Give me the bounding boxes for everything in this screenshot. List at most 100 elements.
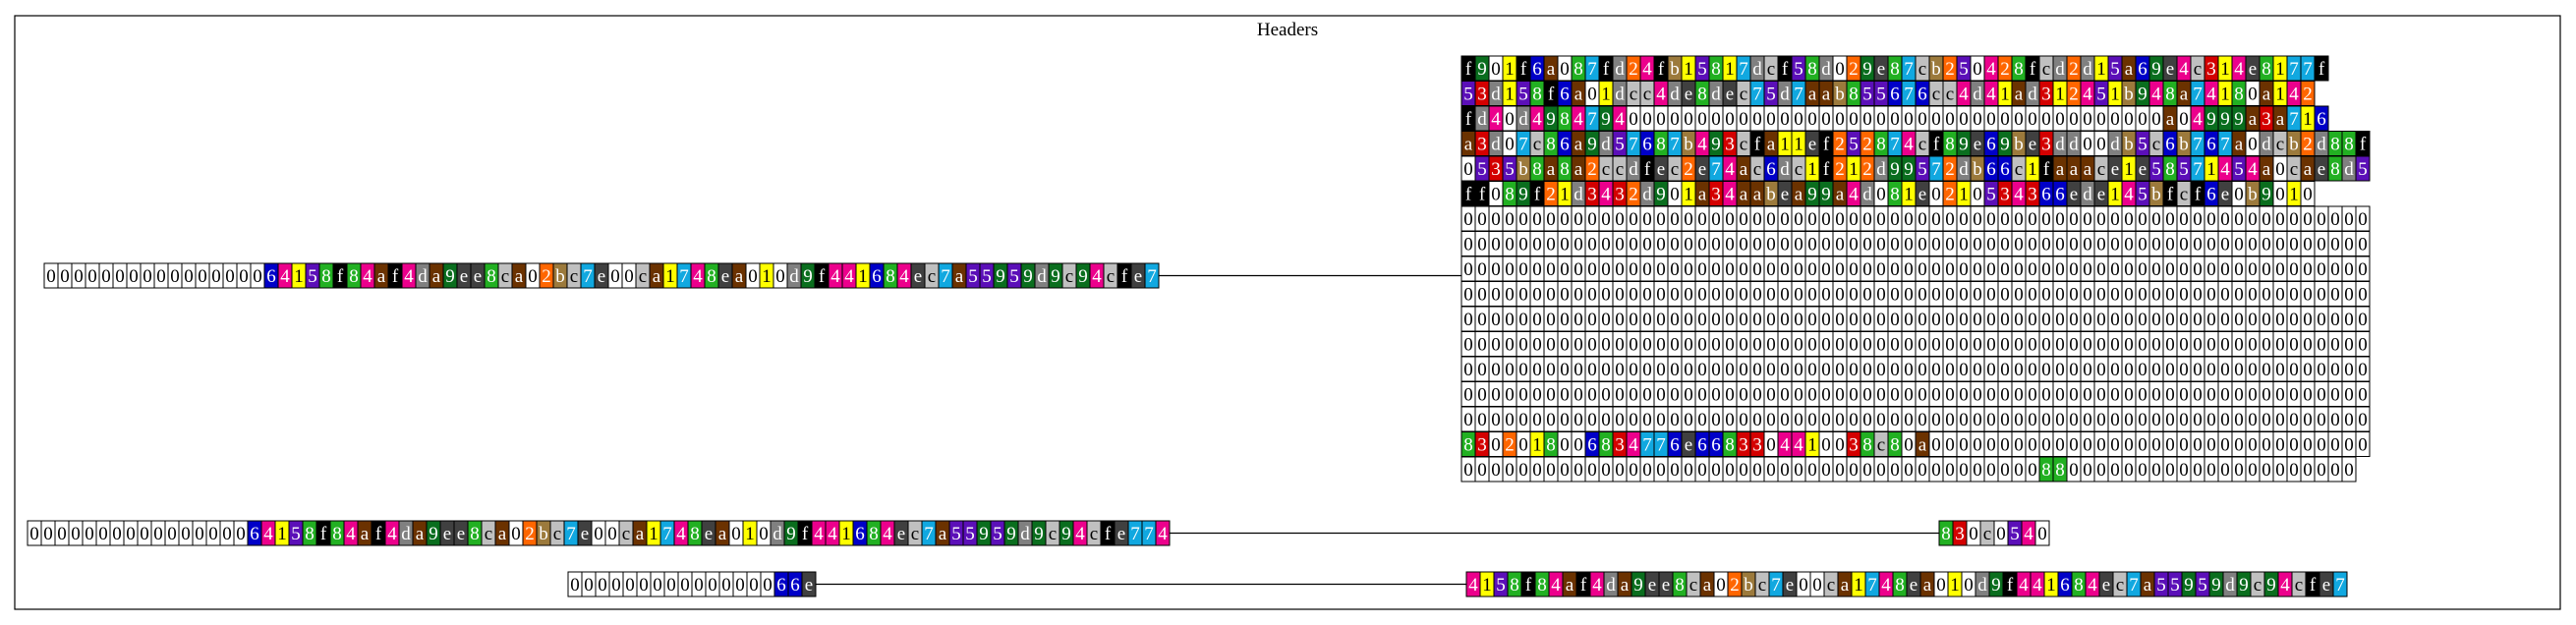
- cell-digit: 9: [2220, 109, 2230, 130]
- cell-digit: d: [789, 266, 799, 287]
- cell-digit: 0: [1752, 209, 1762, 230]
- cell-digit: 0: [511, 524, 521, 544]
- cell-digit: c: [2290, 159, 2298, 180]
- cell-digit: c: [2254, 575, 2261, 596]
- cell-digit: 0: [2165, 335, 2175, 356]
- cell-digit: 0: [2248, 135, 2258, 155]
- cell-digit: 0: [1697, 360, 1707, 380]
- cell-digit: d: [1780, 159, 1790, 180]
- cell-digit: 0: [2000, 285, 2010, 306]
- cell-digit: 0: [2014, 335, 2024, 356]
- cell-digit: 0: [2275, 435, 2285, 456]
- cell-digit: 0: [1945, 235, 1955, 256]
- cell-digit: a: [2235, 135, 2244, 155]
- cell-digit: 0: [1766, 235, 1776, 256]
- cell-digit: 0: [1904, 259, 1914, 280]
- cell-digit: a: [1574, 135, 1583, 155]
- cell-digit: 0: [1794, 410, 1803, 430]
- cell-digit: 0: [1656, 360, 1666, 380]
- cell-digit: d: [2261, 135, 2271, 155]
- cell-digit: f: [2195, 185, 2202, 205]
- cell-digit: 0: [1505, 209, 1515, 230]
- cell-digit: 7: [583, 266, 593, 287]
- cell-digit: 0: [1670, 235, 1680, 256]
- cell-digit: 1: [1725, 59, 1735, 80]
- cell-digit: c: [2015, 159, 2023, 180]
- cell-digit: 6: [2055, 185, 2065, 205]
- cell-digit: 8: [1601, 435, 1611, 456]
- cell-digit: 0: [1890, 259, 1900, 280]
- cell-digit: 6: [1986, 159, 1996, 180]
- cell-digit: 5: [1862, 85, 1872, 105]
- cell-digit: 0: [2028, 360, 2037, 380]
- cell-digit: 4: [1092, 266, 1102, 287]
- cell-digit: 0: [2000, 410, 2010, 430]
- cell-digit: 0: [2110, 109, 2120, 130]
- cell-digit: 8: [1876, 135, 1886, 155]
- cell-digit: a: [2125, 59, 2134, 80]
- cell-digit: 0: [46, 266, 56, 287]
- cell-digit: 0: [2037, 524, 2047, 544]
- cell-digit: 0: [2275, 360, 2285, 380]
- cell-digit: 0: [2110, 360, 2120, 380]
- cell-digit: 0: [1725, 310, 1735, 330]
- cell-digit: 8: [690, 524, 700, 544]
- cell-digit: c: [1090, 524, 1098, 544]
- cell-digit: 0: [1477, 460, 1487, 481]
- cell-digit: 8: [1890, 435, 1900, 456]
- cell-digit: 0: [1904, 360, 1914, 380]
- cell-digit: c: [1918, 135, 1926, 155]
- cell-digit: 0: [1532, 360, 1542, 380]
- cell-digit: 0: [2138, 209, 2147, 230]
- cell-digit: 3: [1711, 185, 1721, 205]
- cell-digit: 4: [1551, 575, 1561, 596]
- cell-digit: 0: [1505, 335, 1515, 356]
- cell-digit: 3: [1491, 159, 1501, 180]
- cell-digit: 4: [1881, 575, 1891, 596]
- cell-digit: 0: [1656, 209, 1666, 230]
- cell-digit: 9: [1633, 575, 1643, 596]
- cell-digit: 0: [2083, 460, 2092, 481]
- cell-digit: 0: [2124, 335, 2134, 356]
- cell-digit: 6: [776, 575, 786, 596]
- cell-digit: e: [2221, 185, 2229, 205]
- cell-digit: 5: [1463, 85, 1473, 105]
- cell-digit: 0: [1546, 335, 1556, 356]
- cell-digit: 0: [1505, 385, 1515, 406]
- cell-digit: d: [2069, 135, 2079, 155]
- cell-digit: 1: [2289, 185, 2299, 205]
- cell-digit: 1: [2275, 85, 2285, 105]
- cell-digit: 0: [1739, 209, 1748, 230]
- cell-digit: 6: [1986, 135, 1996, 155]
- cell-digit: 0: [2028, 285, 2037, 306]
- cell-digit: 0: [1752, 460, 1762, 481]
- cell-digit: 0: [2179, 235, 2189, 256]
- cell-digit: 0: [1574, 360, 1583, 380]
- cell-digit: 0: [1725, 285, 1735, 306]
- cell-digit: 0: [1518, 310, 1528, 330]
- cell-digit: 4: [1780, 435, 1790, 456]
- cell-digit: f: [819, 266, 826, 287]
- cell-digit: 0: [1463, 335, 1473, 356]
- cell-digit: 8: [1505, 185, 1515, 205]
- cell-digit: 0: [1862, 285, 1872, 306]
- cell-digit: f: [2167, 185, 2174, 205]
- cell-digit: 1: [841, 524, 851, 544]
- cell-digit: 0: [1739, 360, 1748, 380]
- cell-digit: 0: [1587, 310, 1597, 330]
- cell-digit: 0: [1821, 360, 1831, 380]
- cell-digit: d: [1959, 159, 1969, 180]
- cell-digit: 0: [2014, 435, 2024, 456]
- cell-digit: 3: [1615, 185, 1625, 205]
- cell-digit: 0: [1546, 385, 1556, 406]
- cell-digit: e: [581, 524, 589, 544]
- cell-digit: 0: [140, 524, 149, 544]
- cell-digit: 0: [1725, 209, 1735, 230]
- cell-digit: c: [2152, 135, 2160, 155]
- cell-digit: d: [1491, 135, 1501, 155]
- cell-digit: 5: [2234, 159, 2244, 180]
- cell-digit: 1: [1684, 59, 1693, 80]
- cell-digit: 0: [1986, 259, 1996, 280]
- cell-digit: 5: [2179, 159, 2189, 180]
